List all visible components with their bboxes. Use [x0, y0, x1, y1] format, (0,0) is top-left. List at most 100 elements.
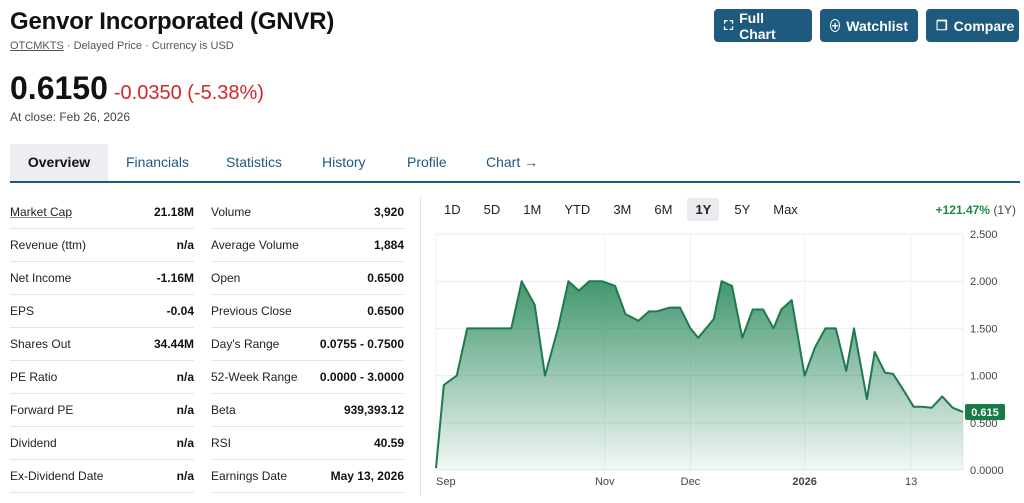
stat-value: n/a: [176, 403, 194, 417]
last-price-label: 0.615: [971, 407, 999, 419]
range-1y[interactable]: 1Y: [687, 198, 720, 221]
listing-meta: · Delayed Price · Currency is USD: [66, 40, 234, 52]
stat-label: EPS: [10, 304, 35, 318]
last-price-badge: [965, 403, 1005, 420]
y-tick-label: 0.0000: [970, 465, 1004, 477]
stat-value: 0.6500: [367, 304, 404, 318]
stat-value: n/a: [176, 370, 194, 384]
stat-row: Day's Range 0.0755 - 0.7500: [211, 328, 404, 361]
performance-summary: +121.47% (1Y): [936, 203, 1016, 217]
stat-label: Revenue (ttm): [10, 238, 87, 252]
range-1d[interactable]: 1D: [444, 202, 461, 217]
watchlist-label: Watchlist: [846, 17, 908, 34]
x-tick-label: Sep: [436, 476, 456, 488]
y-tick-label: 1.500: [970, 323, 998, 335]
stat-value: 0.0755 - 0.7500: [319, 337, 404, 351]
stat-row: Average Volume 1,884: [211, 229, 404, 262]
stat-value: n/a: [176, 469, 194, 483]
stat-row: RSI 40.59: [211, 427, 404, 460]
stat-value: 34.44M: [153, 337, 194, 351]
stat-value: n/a: [176, 238, 194, 252]
stat-row: Shares Out 34.44M: [10, 328, 194, 361]
stat-row: Revenue (ttm) n/a: [10, 229, 194, 262]
tab-statistics[interactable]: Statistics: [226, 154, 283, 170]
range-selector: 1D 5D 1M YTD 3M 6M 1Y 5Y Max: [436, 198, 813, 221]
performance-value: +121.47%: [935, 203, 990, 217]
stat-label: Beta: [211, 403, 236, 417]
stat-row: PE Ratio n/a: [10, 361, 194, 394]
price-line: [435, 280, 964, 469]
stat-value: n/a: [176, 436, 194, 450]
stat-label: Dividend: [10, 436, 57, 450]
tab-financials[interactable]: Financials: [126, 154, 190, 170]
copy-icon: ❐: [936, 17, 948, 33]
x-tick-label: Nov: [595, 476, 615, 488]
stat-label: Shares Out: [10, 337, 71, 351]
stat-value: May 13, 2026: [330, 469, 404, 483]
current-price: 0.6150: [10, 70, 108, 106]
tab-overview[interactable]: Overview: [10, 144, 108, 181]
stat-value: 1,884: [373, 238, 404, 252]
range-3m[interactable]: 3M: [613, 202, 632, 217]
stat-label: Ex-Dividend Date: [10, 469, 104, 483]
y-tick-label: 2.000: [970, 276, 998, 288]
page-title: Genvor Incorporated (GNVR): [10, 8, 335, 35]
range-1m[interactable]: 1M: [523, 202, 542, 217]
y-tick-label: 1.000: [970, 371, 998, 383]
stat-value: 3,920: [373, 205, 404, 219]
range-ytd[interactable]: YTD: [564, 202, 591, 217]
stat-label: Day's Range: [211, 337, 280, 351]
range-5d[interactable]: 5D: [483, 202, 501, 217]
stat-label: Net Income: [10, 271, 72, 285]
stat-value: 21.18M: [153, 205, 194, 219]
x-tick-label: Dec: [681, 476, 701, 488]
exchange-link[interactable]: OTCMKTS: [10, 40, 64, 52]
stat-label: 52-Week Range: [211, 370, 298, 384]
section-tabs: Overview Financials Statistics History P…: [10, 144, 1020, 183]
range-5y[interactable]: 5Y: [734, 202, 751, 217]
compare-label: Compare: [953, 17, 1015, 34]
tab-chart[interactable]: Chart →: [486, 154, 539, 170]
listing-info: OTCMKTS · Delayed Price · Currency is US…: [10, 40, 234, 52]
x-tick-label: 13: [905, 476, 917, 488]
stat-value: 0.0000 - 3.0000: [319, 370, 404, 384]
range-max[interactable]: Max: [773, 202, 798, 217]
price-row: 0.6150 -0.0350 (-5.38%): [10, 70, 264, 107]
plus-circle-icon: +: [830, 19, 841, 33]
tab-profile[interactable]: Profile: [407, 154, 447, 170]
stat-label: Average Volume: [211, 238, 299, 252]
stat-label: Forward PE: [10, 403, 74, 417]
stats-table-left: Market Cap 21.18M Revenue (ttm) n/a Net In…: [10, 196, 194, 493]
stat-label: RSI: [211, 436, 232, 450]
stat-value: 0.6500: [367, 271, 404, 285]
stat-label[interactable]: Market Cap: [10, 205, 73, 219]
stat-row: Market Cap 21.18M: [10, 196, 194, 229]
stat-row: EPS -0.04: [10, 295, 194, 328]
stat-label: Open: [211, 271, 241, 285]
tab-history[interactable]: History: [322, 154, 366, 170]
y-tick-label: 2.500: [970, 229, 998, 241]
stat-value: 40.59: [373, 436, 404, 450]
compare-button[interactable]: ❐ Compare: [926, 9, 1019, 42]
stats-table-right: Volume 3,920 Average Volume 1,884 Open 0.65…: [211, 196, 404, 493]
performance-period: (1Y): [993, 203, 1016, 217]
stat-value: -1.16M: [156, 271, 194, 285]
watchlist-button[interactable]: + Watchlist: [820, 9, 918, 42]
stat-label: PE Ratio: [10, 370, 58, 384]
column-divider: [420, 196, 421, 496]
stat-row: Ex-Dividend Date n/a: [10, 460, 194, 493]
stat-row: Beta 939,393.12: [211, 394, 404, 427]
stat-row: 52-Week Range 0.0000 - 3.0000: [211, 361, 404, 394]
price-change: -0.0350 (-5.38%): [113, 82, 264, 104]
stat-value: -0.04: [166, 304, 194, 318]
expand-icon: ⛶: [724, 17, 734, 33]
stat-row: Net Income -1.16M: [10, 262, 194, 295]
stat-label: Previous Close: [211, 304, 292, 318]
range-6m[interactable]: 6M: [654, 202, 673, 217]
stat-row: Earnings Date May 13, 2026: [211, 460, 404, 493]
full-chart-button[interactable]: ⛶ Full Chart: [714, 9, 812, 42]
stat-label: Volume: [211, 205, 252, 219]
stat-value: 939,393.12: [343, 403, 404, 417]
stat-row: Previous Close 0.6500: [211, 295, 404, 328]
